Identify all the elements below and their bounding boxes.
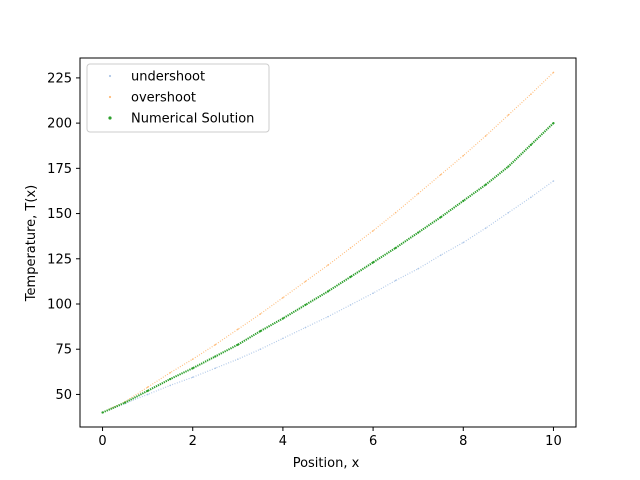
- data-point: [327, 315, 329, 318]
- legend-marker: [108, 116, 112, 120]
- data-point: [146, 389, 149, 392]
- data-point: [214, 367, 217, 370]
- y-tick-label: 75: [55, 343, 72, 358]
- legend-label: Numerical Solution: [131, 112, 254, 127]
- legend-label: overshoot: [131, 91, 196, 106]
- data-point: [169, 371, 171, 374]
- data-point: [282, 296, 284, 299]
- data-point: [484, 183, 487, 186]
- data-point: [237, 358, 239, 360]
- data-point: [101, 411, 104, 414]
- data-point: [372, 229, 374, 232]
- data-point: [462, 199, 465, 202]
- data-point: [326, 290, 330, 293]
- data-point: [146, 386, 149, 389]
- data-point: [394, 246, 397, 250]
- data-point: [191, 376, 194, 379]
- data-point: [304, 280, 307, 283]
- data-point: [530, 196, 532, 199]
- data-point: [169, 384, 171, 387]
- x-tick-label: 4: [279, 434, 287, 449]
- data-point: [214, 343, 217, 346]
- x-tick-label: 10: [545, 434, 562, 449]
- data-point: [327, 264, 329, 266]
- data-point: [507, 165, 510, 168]
- data-point: [304, 326, 307, 329]
- x-tick-label: 6: [369, 434, 377, 449]
- data-point: [417, 192, 419, 195]
- data-point: [259, 348, 262, 351]
- data-point: [507, 211, 510, 214]
- legend-item: undershoot: [108, 70, 205, 85]
- axes-frame: [79, 57, 577, 428]
- y-tick-label: 225: [47, 71, 72, 86]
- data-point: [417, 267, 419, 270]
- plot-area: [101, 71, 555, 414]
- x-axis-label: Position, x: [293, 456, 360, 471]
- data-point: [485, 227, 487, 229]
- data-point: [417, 231, 420, 234]
- y-tick-label: 175: [47, 162, 72, 177]
- data-point: [530, 93, 532, 95]
- legend-label: undershoot: [131, 70, 205, 85]
- data-point: [123, 401, 127, 404]
- y-tick-label: 200: [47, 117, 72, 132]
- legend-marker: [108, 95, 112, 99]
- x-tick-label: 8: [459, 434, 467, 449]
- legend-box: [86, 63, 270, 133]
- data-point: [485, 134, 487, 137]
- data-point: [552, 122, 555, 125]
- data-point: [394, 279, 397, 282]
- x-tick-label: 2: [189, 434, 197, 449]
- data-point: [371, 261, 375, 264]
- x-tick-label: 0: [98, 434, 106, 449]
- data-point: [349, 304, 352, 306]
- data-point: [439, 254, 442, 256]
- data-point: [191, 358, 194, 360]
- data-point: [439, 173, 442, 176]
- data-point: [237, 328, 239, 331]
- y-tick-label: 125: [47, 252, 72, 267]
- data-point: [552, 71, 555, 74]
- y-tick-label: 50: [55, 388, 72, 403]
- data-point: [259, 313, 262, 315]
- legend-item: Numerical Solution: [108, 112, 254, 127]
- data-point: [439, 216, 442, 219]
- data-point: [236, 343, 239, 346]
- data-point: [349, 247, 352, 249]
- y-axis-label: Temperature, T(x): [24, 185, 39, 302]
- legend: undershoot overshoot Numerical Solution: [86, 63, 270, 133]
- data-point: [372, 292, 374, 294]
- data-point: [214, 355, 217, 358]
- data-point: [462, 154, 465, 157]
- data-point: [282, 337, 284, 340]
- legend-marker: [108, 74, 112, 78]
- data-point: [529, 143, 533, 146]
- data-point: [462, 241, 465, 244]
- data-point: [169, 377, 172, 381]
- legend-item: overshoot: [108, 91, 196, 106]
- data-point: [349, 275, 352, 278]
- axes: 0 2 4 6 8 10 50 75 100 125 150 175 200 225: [47, 57, 577, 449]
- data-point: [552, 180, 555, 182]
- data-point: [281, 317, 285, 320]
- y-tick-label: 100: [47, 298, 72, 313]
- series-3: [101, 122, 555, 414]
- y-tick-label: 150: [47, 207, 72, 222]
- data-point: [507, 114, 510, 116]
- data-point: [304, 303, 307, 307]
- data-point: [259, 330, 262, 333]
- data-point: [191, 367, 194, 370]
- data-point: [146, 393, 149, 396]
- data-point: [394, 211, 397, 214]
